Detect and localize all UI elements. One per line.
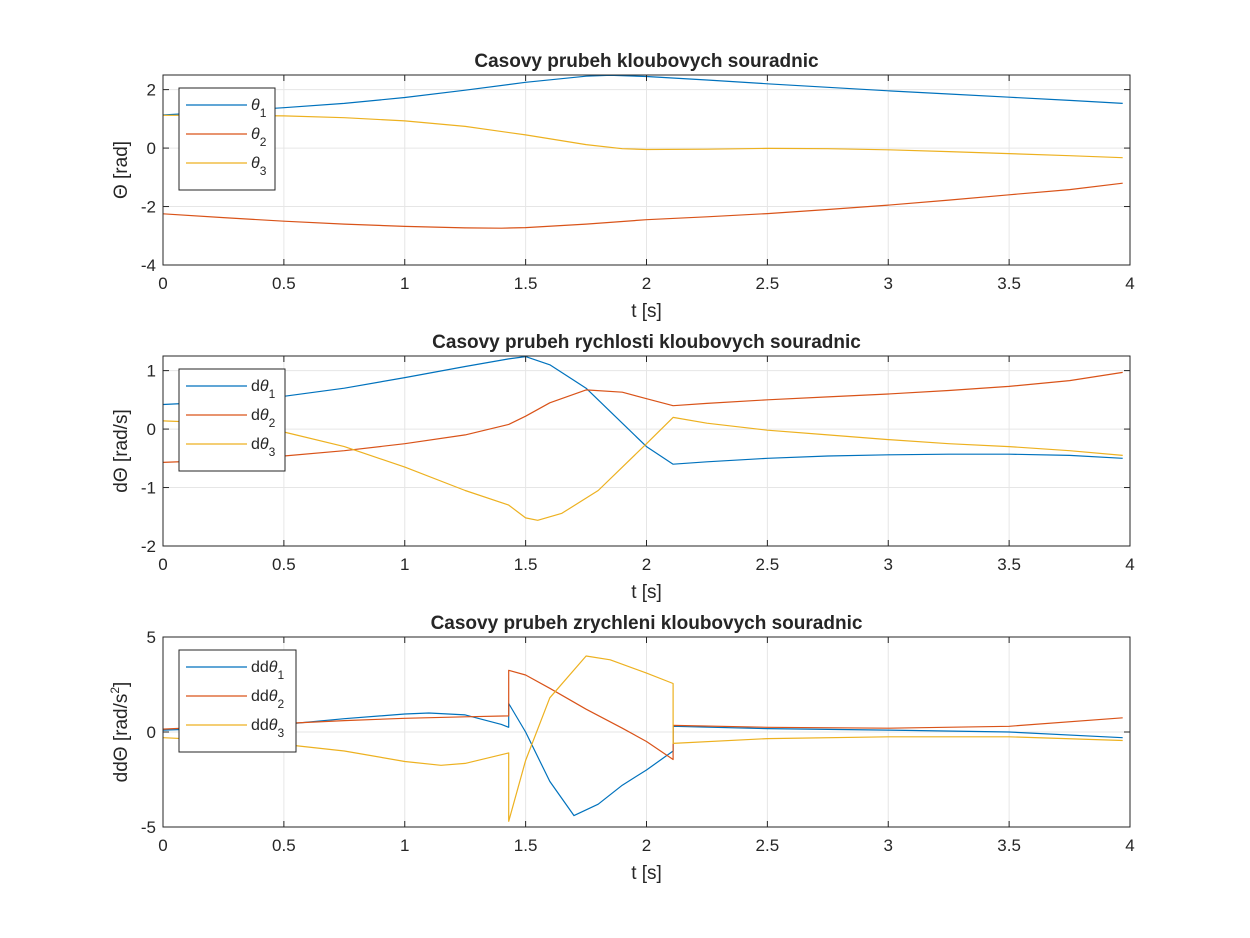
x-tick-label: 3	[884, 274, 893, 293]
y-axis-label: ddΘ [rad/s2]	[108, 682, 132, 783]
series-line-1	[162, 702, 1123, 817]
series-line-3	[163, 114, 1123, 159]
legend-entry: dθ2	[251, 407, 276, 430]
x-tick-label: 1.5	[514, 274, 538, 293]
x-tick-label: 0.5	[272, 836, 296, 855]
chart-title: Casovy prubeh kloubovych souradnic	[474, 51, 819, 72]
y-tick-label: 2	[147, 81, 156, 100]
x-tick-label: 1	[400, 836, 409, 855]
x-tick-label: 0	[158, 836, 167, 855]
subplot-1: 0 0.5 1 1.5 2 2.5 3 3.5 4 2 0 -2 -4 Casovy prubeh klo…	[111, 51, 1135, 322]
x-axis-label: t [s]	[631, 301, 662, 322]
x-axis-label: t [s]	[631, 863, 662, 884]
legend-entry: ddθ1	[251, 659, 284, 682]
y-tick-label: 0	[147, 723, 156, 742]
legend: θ1 θ2 θ3	[178, 87, 276, 191]
y-tick-label: -5	[141, 818, 156, 837]
x-tick-label: 1	[400, 274, 409, 293]
y-tick-label: -2	[141, 537, 156, 556]
x-tick-label: 3.5	[997, 555, 1021, 574]
legend-entry: ddθ3	[251, 717, 284, 740]
x-tick-label: 2	[642, 836, 651, 855]
series-line-2	[162, 669, 1123, 761]
series-line-1	[162, 74, 1123, 116]
x-tick-label: 1	[400, 555, 409, 574]
y-tick-label: 0	[147, 139, 156, 158]
x-tick-label: 4	[1125, 555, 1134, 574]
legend-entry: θ1	[251, 97, 267, 120]
x-tick-label: 4	[1125, 836, 1134, 855]
y-axis-label: Θ [rad]	[111, 141, 132, 199]
y-tick-label: -2	[141, 198, 156, 217]
legend-entry: dθ1	[251, 378, 276, 401]
x-axis-label: t [s]	[631, 582, 662, 603]
series-line-2	[162, 182, 1123, 229]
x-tick-label: 4	[1125, 274, 1134, 293]
x-tick-label: 2.5	[756, 274, 780, 293]
x-tick-label: 3	[884, 555, 893, 574]
y-tick-label: 0	[147, 420, 156, 439]
subplot-2: 0 0.5 1 1.5 2 2.5 3 3.5 4 1 0 -1 -2 Casovy prubeh ryc…	[111, 332, 1135, 603]
x-tick-label: 1.5	[514, 836, 538, 855]
legend: ddθ1 ddθ2 ddθ3	[178, 649, 297, 753]
chart-title: Casovy prubeh zrychleni kloubovych soura…	[431, 613, 863, 634]
x-tick-label: 0	[158, 555, 167, 574]
x-tick-label: 1.5	[514, 555, 538, 574]
x-tick-label: 2	[642, 274, 651, 293]
x-tick-label: 2.5	[756, 836, 780, 855]
legend-entry: ddθ2	[251, 688, 284, 711]
x-tick-label: 3.5	[997, 836, 1021, 855]
x-tick-label: 2	[642, 555, 651, 574]
x-tick-label: 0	[158, 274, 167, 293]
x-tick-label: 0.5	[272, 274, 296, 293]
x-tick-label: 3	[884, 836, 893, 855]
series-line-3	[162, 655, 1123, 822]
legend-entry: θ2	[251, 126, 267, 149]
series-line-2	[162, 371, 1123, 463]
series-line-1	[162, 356, 1123, 465]
y-tick-label: -4	[141, 256, 156, 275]
y-tick-label: -1	[141, 479, 156, 498]
y-tick-label: 5	[147, 628, 156, 647]
y-tick-label: 1	[147, 362, 156, 381]
legend-entry: dθ3	[251, 436, 276, 459]
legend-entry: θ3	[251, 155, 267, 178]
chart-title: Casovy prubeh rychlosti kloubovych soura…	[432, 332, 861, 353]
y-axis-label: dΘ [rad/s]	[111, 409, 132, 492]
x-tick-label: 3.5	[997, 274, 1021, 293]
legend: dθ1 dθ2 dθ3	[178, 368, 286, 472]
x-tick-label: 2.5	[756, 555, 780, 574]
x-tick-label: 0.5	[272, 555, 296, 574]
series-line-3	[162, 416, 1123, 521]
